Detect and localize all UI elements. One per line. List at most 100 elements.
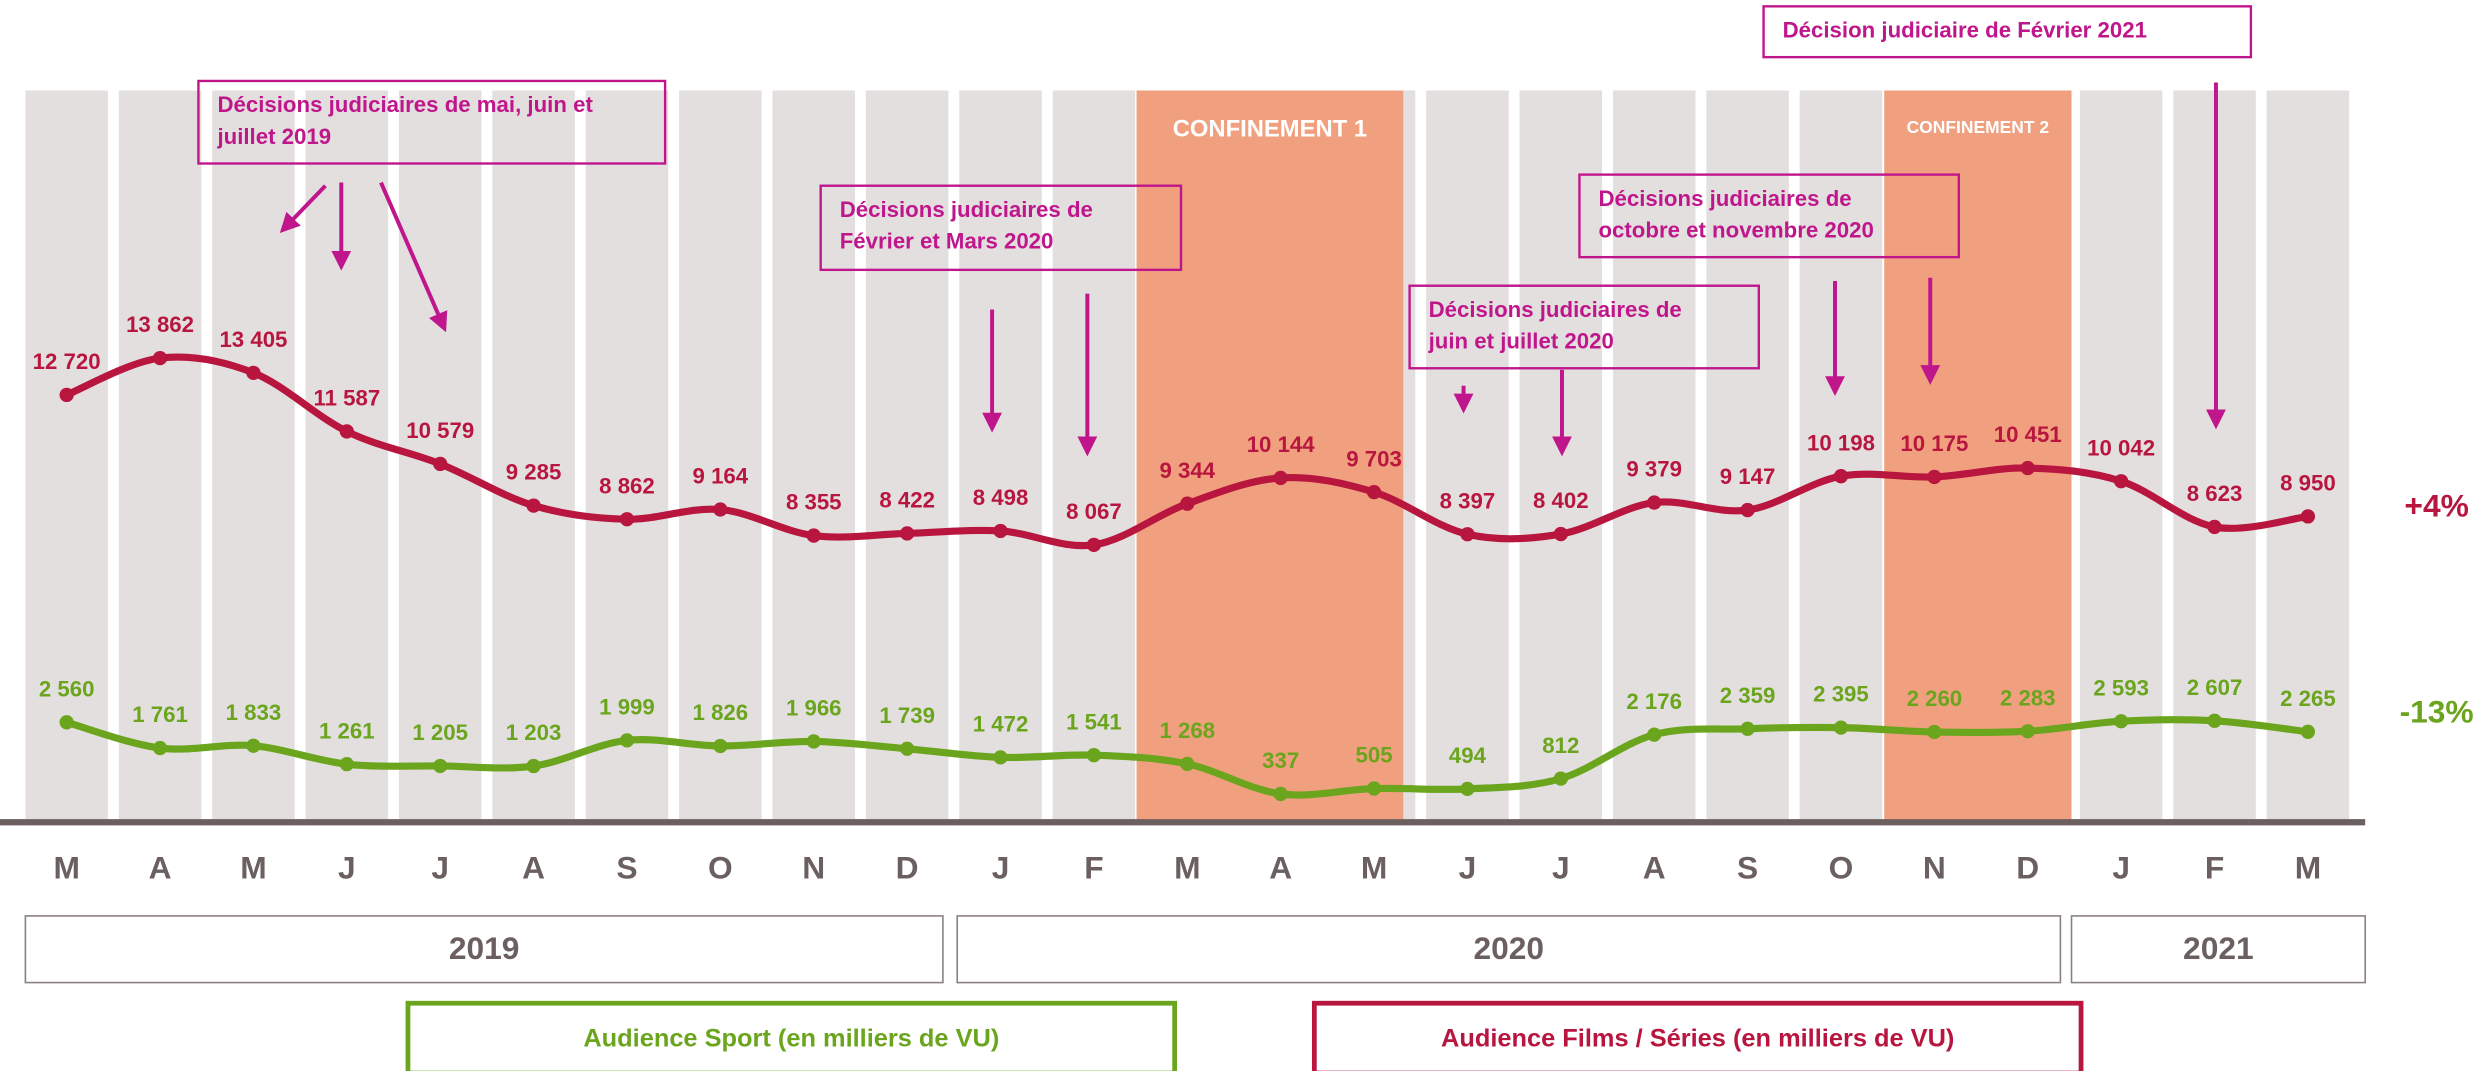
- column: [25, 90, 108, 823]
- data-point: [619, 512, 635, 527]
- data-label: 10 175: [1900, 431, 1968, 456]
- data-point: [1553, 771, 1568, 786]
- x-tick-label: M: [1361, 849, 1387, 885]
- data-label: 1 268: [1159, 718, 1215, 743]
- x-tick-label: A: [522, 849, 545, 885]
- x-tick-label: O: [1829, 849, 1854, 885]
- column: [865, 90, 949, 823]
- data-point: [993, 523, 1008, 539]
- column: [959, 90, 1042, 823]
- x-tick-label: J: [1459, 849, 1477, 885]
- data-point: [433, 758, 448, 774]
- annotation-box: [819, 184, 1183, 272]
- x-tick-label: D: [896, 849, 919, 885]
- data-label: 9 379: [1626, 457, 1682, 482]
- data-label: 8 402: [1533, 488, 1589, 513]
- data-label: 2 607: [2187, 675, 2243, 700]
- data-label: 8 067: [1066, 499, 1122, 524]
- change-label: +4%: [2404, 487, 2468, 523]
- data-label: 10 198: [1807, 430, 1875, 455]
- data-point: [339, 424, 354, 439]
- column: [2079, 90, 2163, 823]
- x-tick-label: N: [1923, 849, 1946, 885]
- x-tick-label: N: [802, 849, 825, 885]
- x-tick-label: J: [992, 849, 1010, 885]
- year-label: 2020: [1473, 930, 1544, 966]
- data-point: [152, 350, 168, 366]
- x-tick-label: M: [2295, 849, 2321, 885]
- data-label: 505: [1356, 743, 1393, 768]
- data-point: [1180, 496, 1195, 511]
- data-point: [1647, 727, 1662, 742]
- x-tick-label: J: [431, 849, 449, 885]
- data-point: [246, 365, 261, 380]
- data-point: [1833, 469, 1849, 484]
- data-label: 11 587: [313, 386, 380, 411]
- data-point: [2300, 509, 2316, 524]
- data-label: 9 344: [1159, 458, 1215, 483]
- column: [118, 90, 202, 823]
- data-label: 1 541: [1066, 709, 1122, 734]
- x-tick-label: M: [53, 849, 79, 885]
- data-point: [2207, 713, 2222, 728]
- column: [305, 90, 389, 823]
- x-tick-label: M: [240, 849, 266, 885]
- data-point: [526, 758, 541, 774]
- data-point: [1460, 781, 1475, 797]
- column: [679, 90, 762, 823]
- year-box: [956, 915, 2062, 984]
- data-label: 1 999: [599, 695, 655, 720]
- x-tick-label: O: [708, 849, 733, 885]
- change-label: -13%: [2400, 694, 2474, 730]
- annotation-text: Décisions judiciaires de: [1598, 186, 1851, 211]
- data-label: 12 720: [33, 349, 101, 374]
- data-point: [2020, 460, 2035, 476]
- data-label: 1 739: [879, 703, 935, 728]
- data-label: 9 164: [693, 464, 749, 489]
- x-tick-label: S: [616, 849, 637, 885]
- data-label: 337: [1262, 748, 1299, 773]
- column: [585, 90, 669, 823]
- data-point: [1460, 527, 1475, 542]
- annotation-text: Décisions judiciaires de: [1429, 297, 1682, 322]
- column: [1706, 90, 1789, 823]
- data-label: 2 395: [1813, 682, 1869, 707]
- data-label: 13 405: [219, 327, 287, 352]
- data-point: [2207, 519, 2222, 535]
- x-tick-label: A: [149, 849, 172, 885]
- x-tick-label: J: [1552, 849, 1570, 885]
- data-label: 8 498: [973, 485, 1029, 510]
- data-point: [1273, 786, 1288, 802]
- shaded-label: CONFINEMENT 1: [1173, 115, 1367, 142]
- data-point: [526, 498, 541, 513]
- data-label: 1 966: [786, 696, 842, 721]
- data-point: [1366, 484, 1382, 500]
- shaded-period: [1884, 90, 2072, 823]
- data-label: 8 422: [879, 488, 935, 513]
- data-label: 1 261: [319, 718, 375, 743]
- data-point: [1366, 781, 1382, 796]
- annotation-box: [197, 79, 667, 165]
- data-label: 8 950: [2280, 471, 2336, 496]
- column: [2266, 90, 2350, 823]
- data-point: [899, 741, 915, 756]
- data-label: 8 355: [786, 490, 842, 515]
- annotation-text: juillet 2019: [216, 124, 331, 149]
- annotation-text: Décisions judiciaires de: [840, 197, 1093, 222]
- data-label: 1 761: [132, 702, 188, 727]
- data-point: [1927, 724, 1942, 740]
- data-label: 2 265: [2280, 686, 2336, 711]
- data-label: 9 703: [1346, 446, 1402, 471]
- x-tick-label: S: [1737, 849, 1758, 885]
- data-point: [2113, 714, 2129, 729]
- column: [772, 90, 856, 823]
- year-box: [2070, 915, 2366, 984]
- data-point: [59, 715, 74, 730]
- data-point: [1740, 502, 1755, 518]
- column: [492, 90, 575, 823]
- data-point: [619, 733, 635, 748]
- x-tick-label: D: [2016, 849, 2039, 885]
- data-point: [993, 750, 1008, 765]
- data-point: [339, 757, 354, 772]
- year-box: [24, 915, 944, 984]
